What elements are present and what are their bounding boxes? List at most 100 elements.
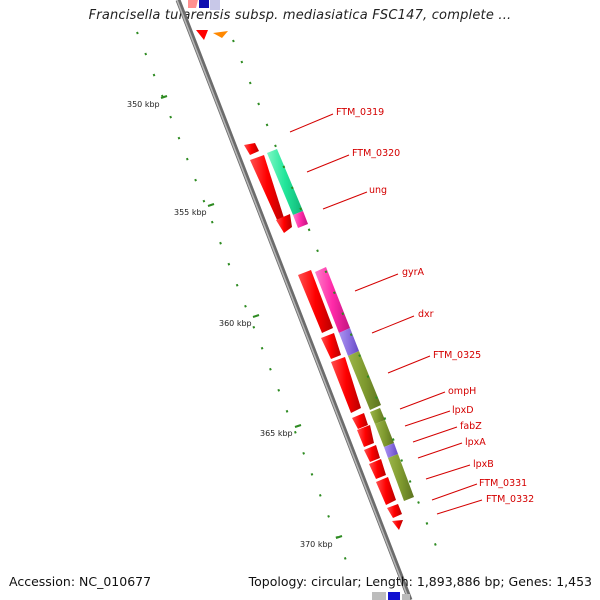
scale-tick (341, 312, 345, 316)
scale-tick (285, 409, 289, 413)
scale-tick (144, 52, 148, 56)
scale-label: 365 kbp (260, 429, 293, 438)
gene-label-FTM_0320: FTM_0320 (352, 148, 400, 159)
major-tick (160, 95, 168, 99)
feature-green-3 (375, 420, 394, 447)
major-tick (252, 314, 260, 318)
inner-gene-track (244, 143, 403, 530)
gene-fabZ (364, 445, 380, 462)
scale-tick (318, 493, 322, 497)
gene-FTM_0331 (387, 504, 402, 518)
scale-tick (219, 241, 222, 245)
map-title: Francisella tularensis subsp. mediasiati… (88, 8, 512, 23)
feature-mint (267, 149, 303, 215)
scale-tick (316, 249, 319, 253)
gene-FTM_0332 (392, 520, 403, 530)
scale-tick (274, 144, 277, 148)
scale-tick (333, 291, 336, 295)
scale-tick (252, 325, 256, 329)
gene-dxr (321, 333, 341, 359)
scale-tick (358, 354, 361, 358)
gene-FTM_0325 (331, 357, 361, 413)
scale-tick (136, 31, 139, 35)
scale-tick (185, 157, 189, 161)
scale-label: 360 kbp (219, 319, 252, 328)
scale-tick (343, 557, 347, 560)
gene-ung (276, 214, 292, 233)
gene-label-lpxB: lpxB (473, 459, 494, 470)
gene-gyrA (298, 270, 333, 333)
gene-label-ompH: ompH (448, 386, 476, 397)
scale-tick (366, 375, 370, 379)
scale-tick (235, 283, 239, 287)
scale-tick (244, 304, 247, 308)
major-tick (335, 535, 343, 539)
scale-label: 355 kbp (174, 208, 207, 217)
scale-tick (302, 451, 305, 455)
scale-tick (152, 73, 156, 77)
gene-label-ung: ung (369, 185, 387, 196)
gene-lpxA (369, 459, 386, 479)
gene-label-lpxA: lpxA (465, 437, 486, 448)
gene-labels: FTM_0319 FTM_0320 ung gyrA dxr FTM_0325 … (336, 107, 534, 505)
feature-purple-1 (339, 328, 359, 356)
scale-tick (227, 262, 231, 266)
scale-tick (194, 178, 197, 182)
gene-FTM_0319 (244, 143, 259, 155)
feature-magenta-long (315, 267, 350, 333)
feature-green-4 (388, 454, 414, 501)
scale-tick (294, 430, 297, 434)
feature-green-1 (348, 351, 381, 410)
feature-purple-2 (384, 443, 398, 458)
scale-tick (408, 480, 412, 483)
scale-tick (260, 346, 264, 350)
gene-FTM_0320 (250, 155, 284, 222)
gene-lpxD (357, 425, 374, 447)
gene-label-FTM_0332: FTM_0332 (486, 494, 534, 505)
major-tick (294, 424, 302, 428)
gene-label-FTM_0331: FTM_0331 (479, 478, 527, 489)
scale-tick (434, 543, 437, 546)
scale-tick (417, 501, 420, 504)
scale-tick (400, 459, 404, 462)
scale-tick (177, 136, 181, 140)
scale-tick (383, 417, 387, 420)
gene-label-gyrA: gyrA (402, 267, 425, 278)
genome-backbone (175, 0, 413, 600)
outer-scale-ticks (232, 39, 437, 546)
scale-tick (210, 220, 214, 224)
scale-tick (310, 472, 314, 476)
scale-tick (425, 522, 429, 525)
gene-label-fabZ: fabZ (460, 421, 482, 432)
scale-tick (290, 186, 294, 190)
outer-feature-track (267, 149, 414, 501)
scale-tick (169, 115, 172, 119)
scale-tick (307, 228, 311, 232)
scale-labels: 350 kbp 355 kbp 360 kbp 365 kbp 370 kbp (127, 95, 343, 549)
scale-tick (269, 367, 272, 371)
scale-tick (265, 123, 269, 127)
gene-ompH (352, 413, 368, 429)
gene-label-lpxD: lpxD (452, 405, 474, 416)
gene-label-FTM_0319: FTM_0319 (336, 107, 384, 118)
scale-tick (240, 60, 244, 64)
bottom-partial-features (372, 592, 410, 600)
scale-tick (299, 207, 303, 211)
gene-label-dxr: dxr (418, 309, 434, 320)
gene-label-FTM_0325: FTM_0325 (433, 350, 481, 361)
top-partial-features (188, 0, 228, 40)
scale-tick (232, 39, 235, 43)
scale-tick (282, 165, 286, 169)
scale-tick (202, 199, 206, 203)
feature-green-2 (370, 408, 385, 424)
scale-tick (248, 81, 252, 85)
gene-lpxB (376, 477, 396, 505)
scale-tick (375, 396, 378, 399)
accession-text: Accession: NC_010677 (9, 574, 152, 589)
inner-scale-ticks (136, 31, 347, 560)
scale-label: 370 kbp (300, 540, 333, 549)
topology-text: Topology: circular; Length: 1,893,886 bp… (248, 574, 592, 589)
scale-tick (391, 438, 395, 441)
scale-label: 350 kbp (127, 100, 160, 109)
